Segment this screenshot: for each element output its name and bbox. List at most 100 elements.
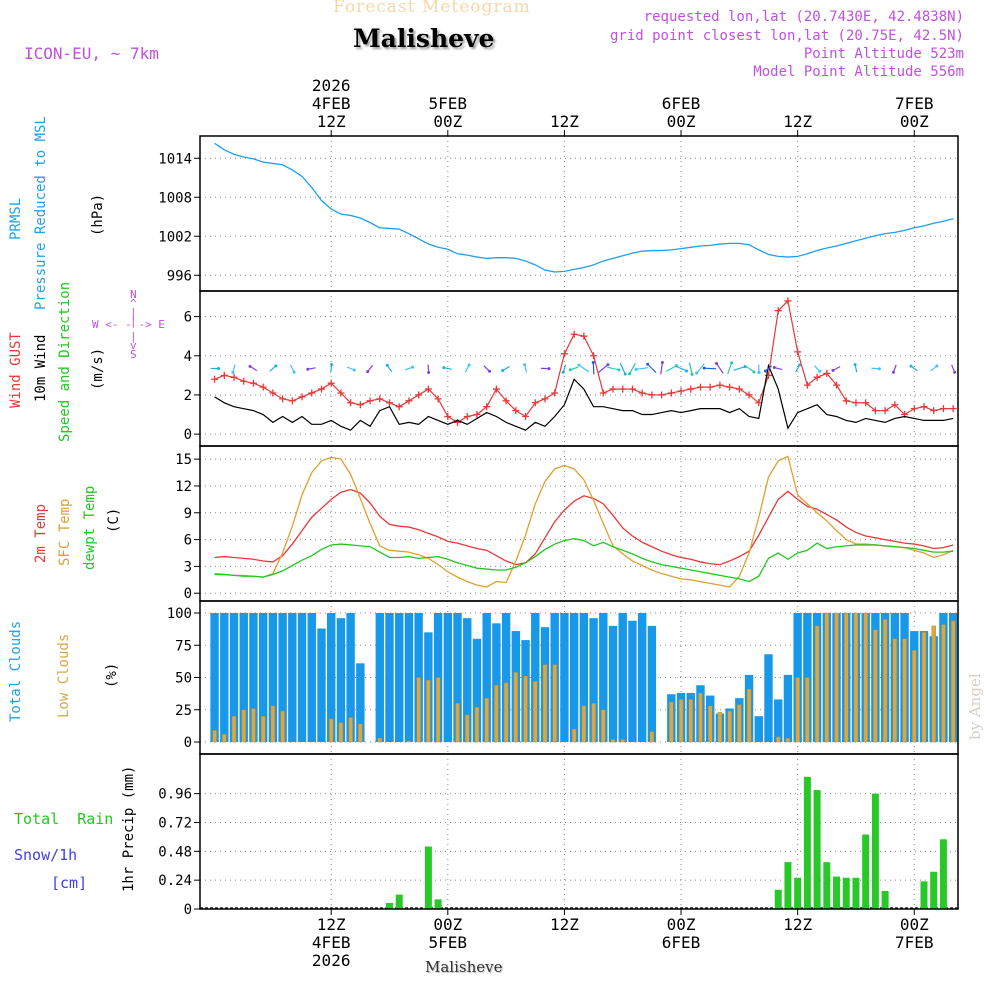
low-clouds-bar — [251, 708, 256, 743]
wind-gust-marker — [939, 405, 947, 413]
low-clouds-bar — [824, 612, 830, 743]
compass-north-label: N ^ | | — [130, 288, 137, 328]
time-axis-bottom-label: 12Z — [317, 915, 346, 934]
wind-gust-marker — [531, 399, 539, 407]
wind-gust-marker — [317, 385, 325, 393]
y-tick-label: 3 — [184, 559, 192, 575]
wind-direction-arrowhead — [715, 362, 719, 366]
y-tick-label: 1002 — [158, 229, 192, 245]
wind-direction-arrowhead — [523, 363, 527, 367]
wind-direction-arrowhead — [798, 363, 802, 367]
wind-direction-arrowhead — [467, 363, 471, 367]
low-clouds-bar — [707, 705, 713, 743]
wind-gust-marker — [833, 381, 841, 389]
total-clouds-bar — [239, 613, 248, 742]
wind-direction-arrowhead — [752, 370, 756, 374]
low-clouds-bar — [610, 739, 616, 743]
gridpoint-location: grid point closest lon,lat (20.75E, 42.5… — [609, 28, 964, 44]
low-clouds-bar — [776, 736, 781, 743]
rain-bar — [395, 894, 403, 909]
wind-direction-arrowhead — [330, 363, 334, 367]
wind-gust-marker — [492, 385, 500, 393]
low-clouds-bar — [620, 739, 625, 743]
y-tick-label: 100 — [167, 606, 192, 622]
total-clouds-bar — [560, 613, 569, 742]
wind-gust-marker — [871, 407, 879, 415]
wind-gust-marker — [376, 395, 384, 403]
wind-direction-arrowhead — [891, 370, 895, 374]
total-clouds-bar — [385, 613, 394, 742]
low-clouds-bar — [571, 728, 577, 743]
wind-gust-marker — [638, 389, 646, 397]
total-clouds-bar — [346, 613, 355, 742]
total-clouds-bar — [336, 618, 346, 742]
wind-gust-marker — [279, 395, 287, 403]
low-clouds-bar — [465, 714, 470, 743]
wind-direction-arrow — [675, 365, 687, 372]
low-clouds-bar — [795, 677, 800, 743]
wind-direction-arrowhead — [935, 364, 939, 368]
wind-direction-arrowhead — [217, 367, 221, 370]
wind-direction-arrowhead — [730, 361, 734, 365]
wind-gust-marker — [502, 397, 510, 405]
y-tick-label: 50 — [175, 671, 192, 687]
y-tick-label: 0.72 — [158, 815, 192, 831]
wind-direction-arrow — [578, 364, 590, 373]
panel-frame — [199, 135, 959, 292]
time-axis-top-label: 00Z — [433, 112, 462, 131]
wind-gust-marker — [716, 381, 724, 389]
total-clouds-bar — [628, 620, 637, 742]
y-tick-label: 25 — [175, 703, 192, 719]
low-clouds-bar — [601, 709, 606, 743]
wind-gust-marker — [794, 348, 802, 356]
wind-gust-marker — [687, 385, 695, 393]
wind-direction-arrowhead — [606, 363, 610, 367]
y-tick-label: 0 — [184, 735, 192, 751]
low-clouds-bar — [931, 625, 936, 743]
total-clouds-bar — [317, 628, 326, 742]
low-clouds-bar — [727, 710, 732, 743]
page-title: Malisheve — [353, 24, 495, 53]
total-clouds-bar — [356, 663, 365, 742]
wind-direction-arrowhead — [617, 368, 621, 372]
compass-south-label: | v S — [130, 330, 137, 361]
low-clouds-bar — [474, 706, 480, 743]
wind-direction-arrowhead — [577, 363, 581, 367]
low-clouds-bar — [941, 624, 946, 743]
label-total-rain: Total Rain — [14, 810, 114, 828]
wind-gust-marker — [560, 350, 568, 358]
temp-dewpt-line — [214, 538, 954, 583]
rain-bar — [842, 877, 850, 909]
wind-direction-arrowhead — [591, 361, 595, 365]
y-tick-label: 9 — [184, 506, 192, 522]
low-clouds-bar — [270, 705, 276, 743]
low-clouds-bar — [222, 734, 227, 743]
wind-gust-marker — [726, 383, 734, 391]
label-snow-unit: [cm] — [51, 874, 88, 892]
wind-gust-marker — [327, 379, 335, 387]
total-clouds-bar — [618, 613, 627, 742]
time-axis-bottom-label: 4FEB — [312, 933, 351, 952]
wind-gust-marker — [230, 373, 238, 381]
wind-gust-marker — [910, 405, 918, 413]
wind-direction-arrowhead — [306, 367, 310, 371]
rain-bar — [852, 877, 860, 909]
total-clouds-bar — [754, 716, 763, 742]
y-tick-label: 2 — [184, 388, 192, 404]
wind-gust-marker — [512, 407, 520, 415]
wind-gust-marker — [308, 389, 316, 397]
low-clouds-bar — [328, 718, 334, 743]
total-clouds-bar — [589, 618, 598, 742]
wind-direction-arrowhead — [488, 369, 492, 373]
total-clouds-bar — [443, 613, 453, 742]
total-clouds-bar — [774, 699, 783, 742]
model-point-altitude: Model Point Altitude 556m — [753, 64, 964, 80]
wind-gust-marker — [240, 377, 248, 385]
rain-bar — [881, 890, 889, 909]
total-clouds-bar — [531, 613, 540, 742]
total-clouds-bar — [375, 613, 384, 742]
wind-gust-marker — [619, 385, 627, 393]
low-clouds-bar — [212, 730, 217, 743]
total-clouds-bar — [647, 625, 657, 742]
